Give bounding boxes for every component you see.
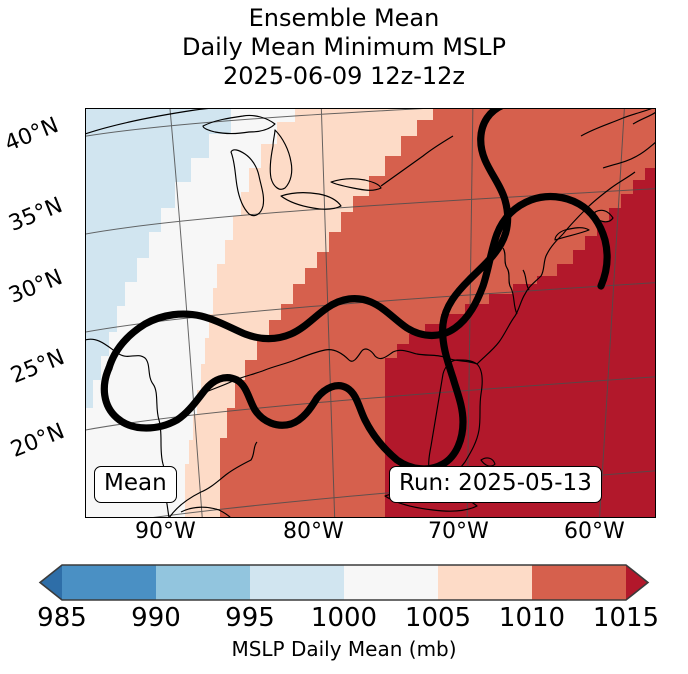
map-svg	[85, 108, 656, 518]
cbar-tick-1005: 1005	[404, 603, 472, 633]
coast-texas-louisiana	[168, 441, 258, 518]
coast-chesapeake	[502, 247, 518, 315]
colorbar-seg-985-990	[62, 565, 156, 600]
title-line-2: Daily Mean Minimum MSLP	[181, 33, 506, 61]
thick-contour-1015	[100, 108, 611, 473]
colorbar-outline	[38, 564, 650, 601]
lake-huron	[269, 129, 293, 190]
cbar-tick-995: 995	[225, 603, 275, 633]
colorbar-seg-1010-1015	[532, 565, 626, 600]
fill-band-over-1015	[385, 168, 656, 518]
coast-delaware	[522, 269, 530, 291]
cbar-tick-985: 985	[37, 603, 87, 633]
coast-newengland	[562, 171, 636, 235]
fill-band-1005-1010	[185, 108, 329, 518]
colorbar-seg-990-995	[156, 565, 250, 600]
contour-path-north	[105, 192, 611, 372]
run-date-label-box: Run: 2025-05-13	[389, 466, 602, 503]
fill-band-995-1000	[85, 108, 231, 408]
mean-label-box: Mean	[94, 466, 177, 503]
meridian-80W	[320, 108, 336, 518]
coast-nova-scotia	[602, 141, 656, 169]
cbar-tick-990: 990	[131, 603, 181, 633]
colorbar-under-arrow	[40, 565, 62, 600]
lake-erie	[280, 192, 342, 210]
parallel-40N	[85, 108, 440, 137]
chart-title: Ensemble Mean Daily Mean Minimum MSLP 20…	[0, 4, 688, 91]
colorbar-segments	[40, 565, 648, 600]
coast-gulf-shore	[196, 348, 478, 397]
lon-tick-90W: 90°W	[135, 519, 196, 544]
coast-canada-north	[85, 108, 219, 135]
meridian-60W	[599, 108, 625, 518]
coast-longisland	[554, 227, 590, 241]
colorbar-over-arrow	[626, 565, 648, 600]
coast-stlawrence	[380, 135, 454, 187]
lon-tick-60W: 60°W	[564, 519, 625, 544]
lake-superior	[202, 114, 276, 135]
coast-newfoundland	[632, 111, 656, 125]
parallel-30N	[85, 282, 656, 333]
colorbar-axis-label: MSLP Daily Mean (mb)	[231, 637, 457, 661]
lon-tick-70W: 70°W	[428, 519, 489, 544]
map-plot-area[interactable]	[85, 108, 656, 518]
cbar-tick-1000: 1000	[310, 603, 378, 633]
title-line-3: 2025-06-09 12z-12z	[222, 62, 466, 90]
cbar-tick-1010: 1010	[498, 603, 566, 633]
colorbar-seg-1005-1010	[438, 565, 532, 600]
lake-michigan	[230, 149, 265, 217]
meridian-70W	[466, 108, 474, 518]
fill-band-1005-1010-upper	[317, 108, 433, 252]
lake-ontario	[330, 178, 382, 191]
meridian-90W	[169, 108, 203, 518]
coast-bahamas	[480, 457, 496, 467]
contour-fill-layer	[85, 108, 656, 518]
coast-east-us	[476, 233, 564, 365]
title-line-1: Ensemble Mean	[248, 4, 440, 32]
colorbar-seg-995-1000	[250, 565, 344, 600]
lon-tick-80W: 80°W	[283, 519, 344, 544]
colorbar-seg-1000-1005	[344, 565, 438, 600]
coast-gulf-st-lawrence	[580, 108, 654, 137]
cbar-tick-1015: 1015	[592, 603, 660, 633]
